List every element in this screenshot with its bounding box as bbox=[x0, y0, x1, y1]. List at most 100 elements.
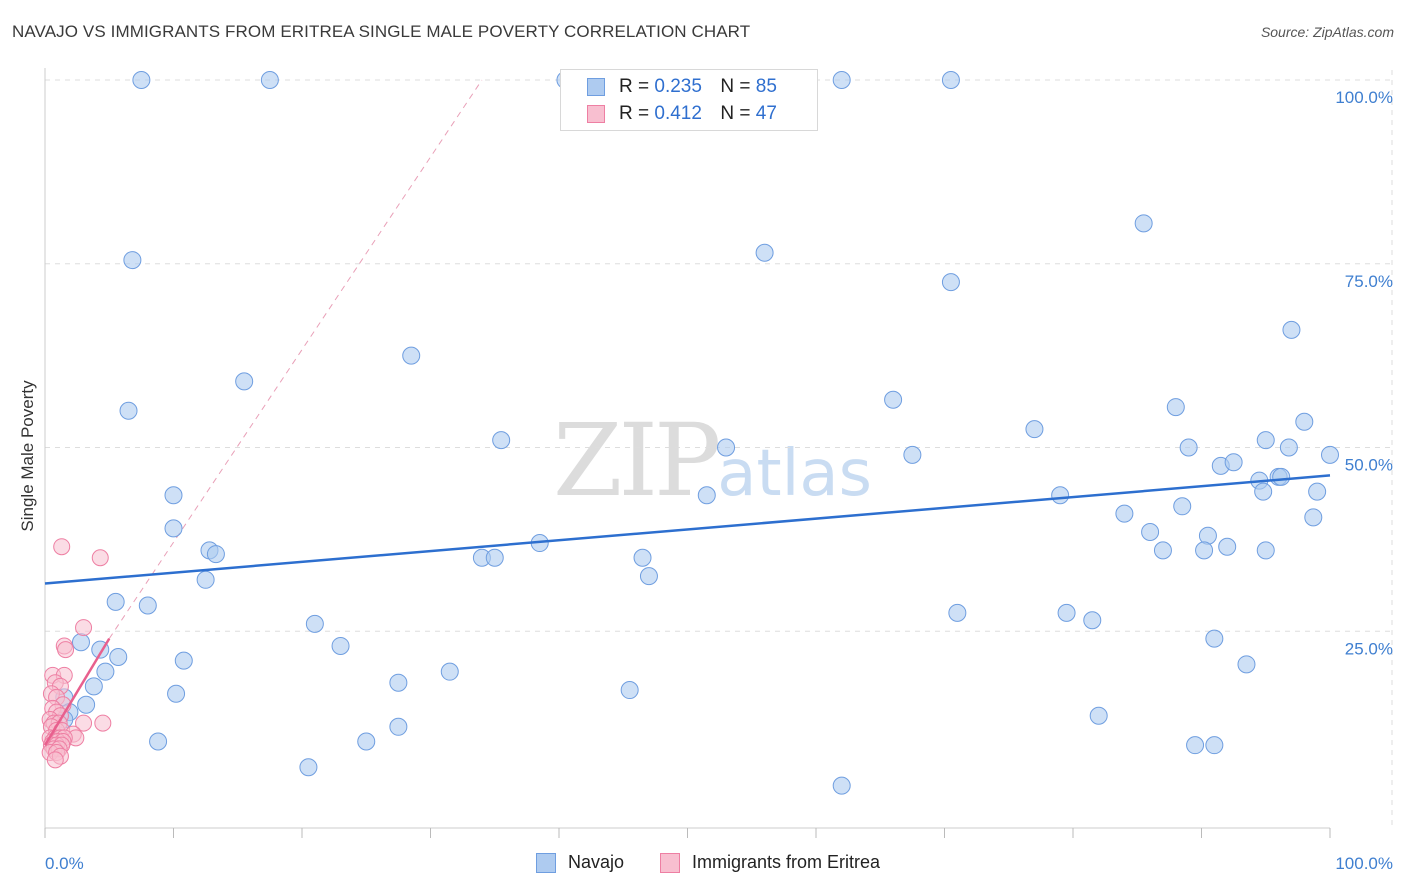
legend-n-label: N = bbox=[720, 103, 751, 124]
eritrea-point bbox=[75, 714, 93, 732]
x-tick-label: 0.0% bbox=[45, 854, 84, 873]
legend-row-navajo: R = 0.235 N = 85 bbox=[587, 75, 777, 99]
watermark: ZIPatlas bbox=[553, 402, 872, 519]
navajo-point bbox=[1218, 537, 1237, 556]
navajo-point bbox=[138, 596, 157, 615]
navajo-point bbox=[174, 651, 193, 670]
navajo-point bbox=[1025, 420, 1044, 439]
navajo-point bbox=[1186, 736, 1205, 755]
navajo-point bbox=[331, 636, 350, 655]
navajo-point bbox=[717, 438, 736, 457]
navajo-point bbox=[123, 251, 142, 270]
navajo-point bbox=[119, 401, 138, 420]
navajo-point bbox=[440, 662, 459, 681]
navajo-point bbox=[1141, 523, 1160, 542]
y-tick-label: 100.0% bbox=[1335, 88, 1393, 107]
navajo-point bbox=[71, 633, 90, 652]
eritrea-point bbox=[91, 549, 109, 567]
navajo-point bbox=[832, 776, 851, 795]
navajo-point bbox=[620, 681, 639, 700]
navajo-point bbox=[196, 570, 215, 589]
navajo-point bbox=[1173, 497, 1192, 516]
navajo-point bbox=[1279, 438, 1298, 457]
chart-source: Source: ZipAtlas.com bbox=[1260, 24, 1394, 40]
x-tick-label: 100.0% bbox=[1335, 854, 1393, 873]
navajo-point bbox=[1083, 611, 1102, 630]
navajo-point bbox=[492, 431, 511, 450]
navajo-point bbox=[941, 273, 960, 292]
navajo-point bbox=[96, 662, 115, 681]
navajo-point bbox=[206, 545, 225, 564]
navajo-point bbox=[1089, 706, 1108, 725]
bottom-legend-swatch-eritrea bbox=[660, 852, 680, 873]
navajo-point bbox=[1166, 398, 1185, 417]
navajo-point bbox=[389, 717, 408, 736]
navajo-point bbox=[1308, 482, 1327, 501]
navajo-point bbox=[1179, 438, 1198, 457]
navajo-point bbox=[305, 614, 324, 633]
navajo-point bbox=[1051, 486, 1070, 505]
eritrea-trendline bbox=[43, 637, 111, 746]
navajo-point bbox=[1205, 736, 1224, 755]
navajo-point bbox=[1321, 445, 1339, 464]
legend: R = 0.235 N = 85 R = 0.412 N = 47 bbox=[560, 69, 818, 131]
legend-swatch-eritrea bbox=[587, 105, 605, 123]
eritrea-point bbox=[57, 641, 75, 659]
legend-n-navajo: 85 bbox=[755, 76, 777, 97]
navajo-point bbox=[1237, 655, 1256, 674]
chart-title: NAVAJO VS IMMIGRANTS FROM ERITREA SINGLE… bbox=[12, 22, 751, 41]
navajo-point bbox=[235, 372, 254, 391]
navajo-trendline bbox=[44, 474, 1331, 585]
navajo-point bbox=[1153, 541, 1172, 560]
navajo-point bbox=[948, 603, 967, 622]
navajo-point bbox=[77, 695, 96, 714]
navajo-point bbox=[832, 71, 851, 89]
navajo-point bbox=[1224, 453, 1243, 472]
bottom-legend-navajo: Navajo bbox=[536, 852, 624, 873]
navajo-point bbox=[164, 519, 183, 538]
legend-r-eritrea: 0.412 bbox=[654, 103, 702, 124]
navajo-point bbox=[109, 647, 128, 666]
navajo-point bbox=[357, 732, 376, 751]
y-tick-label: 75.0% bbox=[1345, 272, 1393, 291]
bottom-legend-eritrea: Immigrants from Eritrea bbox=[660, 852, 880, 873]
eritrea-point bbox=[94, 714, 112, 732]
navajo-point bbox=[260, 71, 279, 89]
navajo-point bbox=[167, 684, 186, 703]
navajo-point bbox=[1134, 214, 1153, 233]
legend-r-label: R = bbox=[619, 76, 650, 97]
navajo-point bbox=[149, 732, 168, 751]
bottom-legend-label-eritrea: Immigrants from Eritrea bbox=[692, 852, 881, 872]
legend-n-eritrea: 47 bbox=[755, 103, 777, 124]
legend-r-label: R = bbox=[619, 103, 650, 124]
navajo-point bbox=[106, 592, 125, 611]
watermark-atlas: atlas bbox=[717, 437, 872, 511]
navajo-point bbox=[1057, 603, 1076, 622]
navajo-point bbox=[132, 71, 151, 89]
legend-row-eritrea: R = 0.412 N = 47 bbox=[587, 102, 777, 126]
navajo-point bbox=[633, 548, 652, 567]
bottom-legend-label-navajo: Navajo bbox=[568, 852, 625, 872]
navajo-point bbox=[903, 445, 922, 464]
legend-r-navajo: 0.235 bbox=[654, 76, 702, 97]
navajo-point bbox=[402, 346, 421, 365]
navajo-point bbox=[1254, 482, 1273, 501]
legend-n-label: N = bbox=[720, 76, 751, 97]
eritrea-point bbox=[53, 538, 71, 556]
navajo-point bbox=[1304, 508, 1323, 527]
bottom-legend-swatch-navajo bbox=[536, 852, 556, 873]
navajo-point bbox=[941, 71, 960, 89]
eritrea-trendline-extension bbox=[108, 79, 483, 639]
navajo-point bbox=[639, 567, 658, 586]
navajo-point bbox=[1205, 629, 1224, 648]
navajo-point bbox=[884, 390, 903, 409]
navajo-point bbox=[755, 243, 774, 262]
legend-swatch-navajo bbox=[587, 78, 605, 96]
eritrea-point bbox=[46, 751, 64, 769]
navajo-point bbox=[697, 486, 716, 505]
y-tick-label: 50.0% bbox=[1345, 456, 1393, 475]
eritrea-point bbox=[75, 619, 93, 637]
navajo-point bbox=[1256, 541, 1275, 560]
navajo-point bbox=[389, 673, 408, 692]
